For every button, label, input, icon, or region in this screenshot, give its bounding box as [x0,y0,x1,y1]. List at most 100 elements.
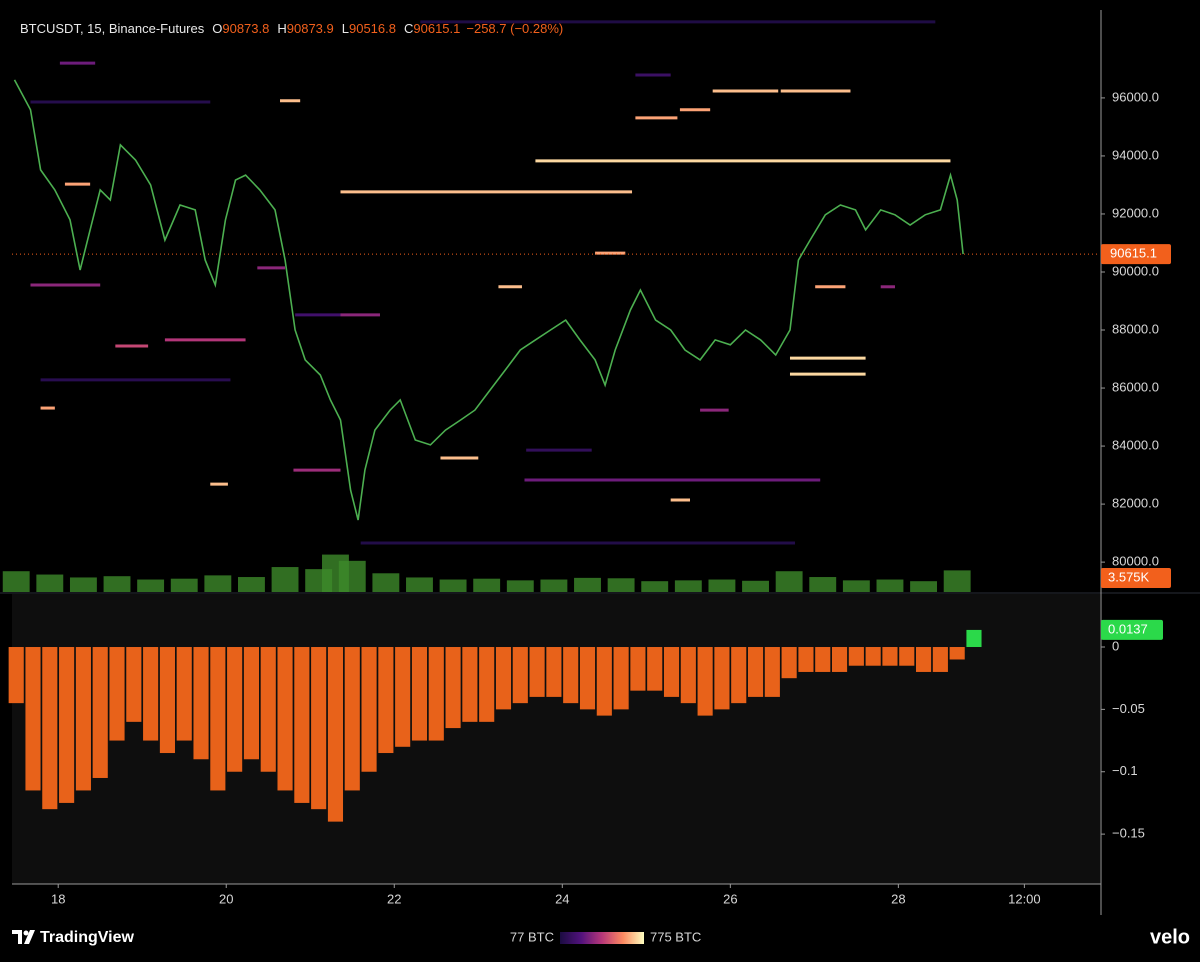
oscillator-bar [109,647,125,741]
oscillator-bar [428,647,444,741]
oscillator-bar [697,647,713,716]
oscillator-bar [831,647,848,672]
oscillator-bar [764,647,780,697]
change: −258.7 (−0.28%) [466,21,563,36]
oscillator-bar [949,647,965,660]
volume-bar [2,571,30,592]
oscillator-bar [563,647,579,704]
price-line [13,79,964,521]
oscillator-bar [663,647,680,697]
last-price-box [1101,244,1171,265]
oscillator-bar [176,647,192,741]
volume-bar [338,560,366,592]
ohlc-value: 90873.8 [222,21,269,36]
volume-bar [506,580,534,592]
volume-bar [170,578,198,592]
volume-bar [103,576,131,592]
oscillator-pane [12,594,1100,884]
oscillator-bar [92,647,108,778]
y-tick-label: 94000.0 [1112,147,1159,162]
volume-bar [742,580,769,592]
oscillator-bar [277,647,293,791]
oscillator-bar [747,647,764,697]
oscillator-bar [75,647,91,791]
oscillator-bar [159,647,175,754]
y-tick-label: −0.05 [1112,701,1145,716]
oscillator-bar [260,647,276,772]
oscillator-bar [311,647,327,810]
last-value-box [1101,619,1163,640]
oscillator-bar [815,647,831,672]
x-tick-label: 20 [219,891,233,906]
oscillator-bar [579,647,596,710]
oscillator-bar [59,647,75,803]
oscillator-bar [361,647,377,772]
x-tick-label: 26 [723,891,737,906]
colorbar-max: 775 BTC [650,929,701,944]
x-tick-label: 28 [891,891,905,906]
oscillator-bar [916,647,932,672]
y-tick-label: 88000.0 [1112,321,1159,336]
volume-label: 3.575K [1108,569,1150,584]
colorbar [560,932,644,944]
x-tick-label: 18 [51,891,65,906]
oscillator-bar [395,647,411,747]
y-tick-label: −0.15 [1112,826,1145,841]
ohlc-value: 90873.9 [287,21,334,36]
y-tick-label: 92000.0 [1112,205,1159,220]
oscillator-bar [512,647,528,704]
last-value-label: 0.0137 [1108,621,1148,636]
volume-bar [842,580,870,592]
last-price-label: 90615.1 [1110,246,1157,261]
oscillator-bar [42,647,58,810]
volume-bar [775,571,803,592]
oscillator-bar [445,647,461,729]
header: BTCUSDT, 15, Binance-Futures O90873.8 H908… [20,21,563,36]
oscillator-bar [529,647,545,697]
volume-bar [641,581,669,592]
oscillator-bar [143,647,159,741]
x-tick-label: 24 [555,891,569,906]
y-tick-label: 84000.0 [1112,438,1159,453]
ohlc-value: 90516.8 [349,21,396,36]
volume-bar [473,578,501,592]
volume-bar [36,574,64,592]
oscillator-bar [495,647,512,710]
volume-bar [439,579,467,592]
oscillator-bar [596,647,612,716]
oscillator-bar [865,647,881,666]
oscillator-bar [344,647,360,791]
volume-bar [406,577,433,592]
volume-box [1101,568,1171,588]
oscillator-bar [630,647,646,691]
oscillator-bar [613,647,629,710]
oscillator-bar [714,647,730,710]
volume-bar [674,580,702,592]
oscillator-bar [546,647,562,697]
brand: TradingView [40,929,135,946]
symbol: BTCUSDT, 15, Binance-Futures [20,21,205,36]
ohlc-label: O [212,21,222,36]
volume-bar [607,578,635,592]
oscillator-bar [731,647,747,704]
volume-bar [876,579,904,592]
oscillator-bar [411,647,428,741]
ohlc-value: 90615.1 [413,21,460,36]
volume-bar [943,570,971,592]
oscillator-bar [932,647,948,672]
oscillator-bar [798,647,814,672]
oscillator-bar [294,647,310,803]
volume-bar [137,579,165,592]
ohlc-label: C [404,21,413,36]
x-tick-label: 12:00 [1008,891,1041,906]
volume-bar [238,577,265,592]
y-tick-label: 96000.0 [1112,89,1159,104]
oscillator-bar [781,647,797,679]
oscillator-bar [882,647,898,666]
oscillator-bar [327,647,344,822]
volume-bar [910,581,938,592]
x-tick-label: 22 [387,891,401,906]
oscillator-bar [210,647,226,791]
